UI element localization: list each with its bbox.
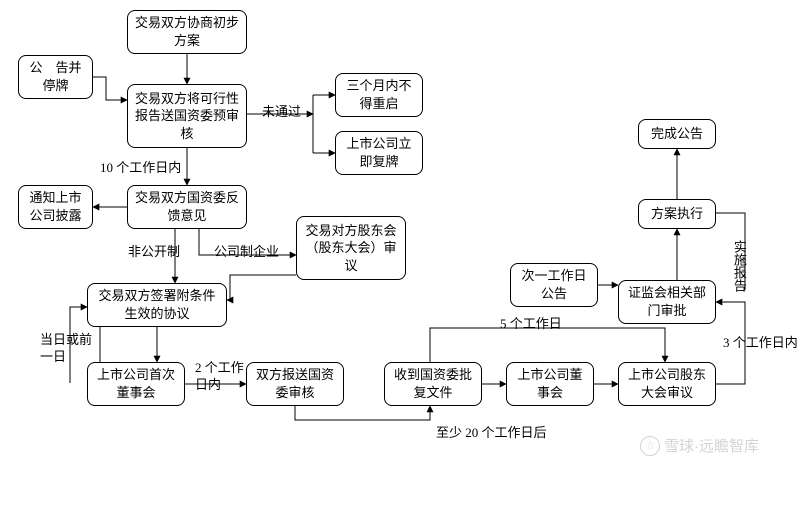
node-no-restart-3m: 三个月内不得重启 bbox=[335, 73, 423, 117]
node-receive-approval: 收到国资委批复文件 bbox=[384, 362, 482, 406]
node-csrc-approval: 证监会相关部门审批 bbox=[618, 280, 716, 324]
snowball-icon: ☃ bbox=[640, 436, 660, 456]
watermark: ☃ 雪球·远瞻智库 bbox=[640, 435, 759, 456]
node-resume-immediately: 上市公司立即复牌 bbox=[335, 131, 423, 175]
node-feasibility-review: 交易双方将可行性报告送国资委预审核 bbox=[127, 84, 247, 148]
label-not-passed: 未通过 bbox=[262, 104, 301, 121]
node-sasac-feedback: 交易双方国资委反馈意见 bbox=[127, 185, 247, 229]
node-execute-plan: 方案执行 bbox=[638, 199, 716, 229]
watermark-text: 雪球·远瞻智库 bbox=[664, 435, 759, 456]
label-10-workdays: 10 个工作日内 bbox=[100, 160, 181, 177]
node-next-day-announce: 次一工作日公告 bbox=[510, 263, 598, 307]
label-same-day: 当日或前一日 bbox=[40, 332, 92, 366]
node-first-board: 上市公司首次董事会 bbox=[87, 362, 185, 406]
node-submit-sasac: 双方报送国资委审核 bbox=[246, 362, 344, 406]
node-board-meeting: 上市公司董事会 bbox=[506, 362, 594, 406]
label-5-workdays: 5 个工作日 bbox=[500, 316, 562, 333]
label-3-workdays: 3 个工作日内 bbox=[723, 335, 798, 352]
label-non-public: 非公开制 bbox=[128, 244, 180, 261]
label-corporate: 公司制企业 bbox=[214, 244, 279, 261]
label-20-workdays: 至少 20 个工作日后 bbox=[436, 425, 547, 442]
label-impl-report: 实施报告 bbox=[730, 240, 747, 292]
node-initial-plan: 交易双方协商初步方案 bbox=[127, 10, 247, 54]
node-notify-disclosure: 通知上市公司披露 bbox=[18, 185, 93, 229]
node-shareholder-meeting: 上市公司股东大会审议 bbox=[618, 362, 716, 406]
label-2-workdays: 2 个工作日内 bbox=[195, 360, 247, 394]
node-counterparty-meeting: 交易对方股东会（股东大会）审议 bbox=[296, 216, 406, 280]
node-completion-announce: 完成公告 bbox=[638, 119, 716, 149]
node-conditional-agreement: 交易双方签署附条件生效的协议 bbox=[87, 283, 227, 327]
node-announce-suspend: 公 告并停牌 bbox=[18, 55, 93, 99]
